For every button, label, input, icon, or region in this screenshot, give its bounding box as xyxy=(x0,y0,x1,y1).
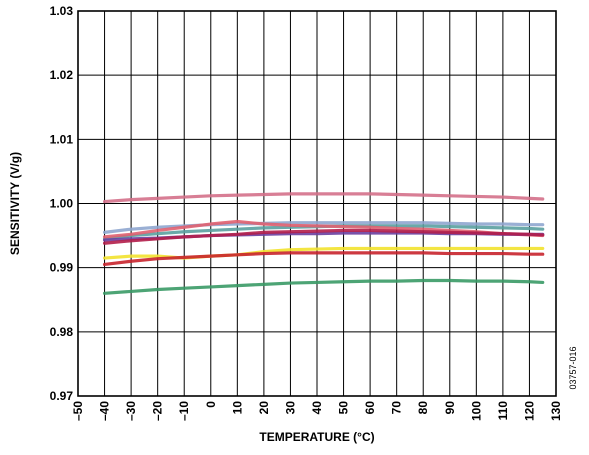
series-line-8 xyxy=(102,251,545,267)
plot-frame xyxy=(77,10,557,397)
x-tick-label: 30 xyxy=(283,401,297,415)
series-layer xyxy=(102,192,545,295)
series-line-9 xyxy=(102,278,545,295)
x-tick-label: –40 xyxy=(98,401,112,421)
x-tick-labels: –50 –40 –30 –20 –10 0 10 20 30 40 50 60 70 80 90 100 110… xyxy=(71,401,563,421)
x-tick-label: 0 xyxy=(204,401,218,408)
x-tick-label: 100 xyxy=(469,401,483,421)
x-tick-label: –10 xyxy=(177,401,191,421)
y-tick-labels: 0.97 0.98 0.99 1.00 1.01 1.02 1.03 xyxy=(50,4,74,403)
figure-id: 03757-016 xyxy=(568,346,578,389)
x-tick-label: 120 xyxy=(522,401,536,421)
x-tick-label: –20 xyxy=(151,401,165,421)
x-tick-label: –50 xyxy=(71,401,85,421)
y-tick-label: 1.00 xyxy=(50,197,74,211)
y-tick-label: 0.98 xyxy=(50,325,74,339)
series-line-1 xyxy=(102,192,545,204)
x-tick-label: 110 xyxy=(496,401,510,421)
x-tick-label: 70 xyxy=(390,401,404,415)
x-tick-label: 90 xyxy=(443,401,457,415)
x-tick-label: 60 xyxy=(363,401,377,415)
series-line-6 xyxy=(102,228,545,245)
x-tick-label: 20 xyxy=(257,401,271,415)
y-tick-label: 1.01 xyxy=(50,132,74,146)
y-tick-label: 1.03 xyxy=(50,4,74,18)
y-tick-label: 0.99 xyxy=(50,261,74,275)
x-tick-label: 40 xyxy=(310,401,324,415)
x-tick-label: –30 xyxy=(124,401,138,421)
x-tick-label: 80 xyxy=(416,401,430,415)
y-axis-title: SENSITIVITY (V/g) xyxy=(8,152,22,255)
x-tick-label: 10 xyxy=(230,401,244,415)
y-tick-label: 0.97 xyxy=(50,389,74,403)
y-tick-label: 1.02 xyxy=(50,68,74,82)
x-tick-label: 130 xyxy=(549,401,563,421)
x-tick-label: 50 xyxy=(337,401,351,415)
x-axis-title: TEMPERATURE (°C) xyxy=(259,430,374,444)
